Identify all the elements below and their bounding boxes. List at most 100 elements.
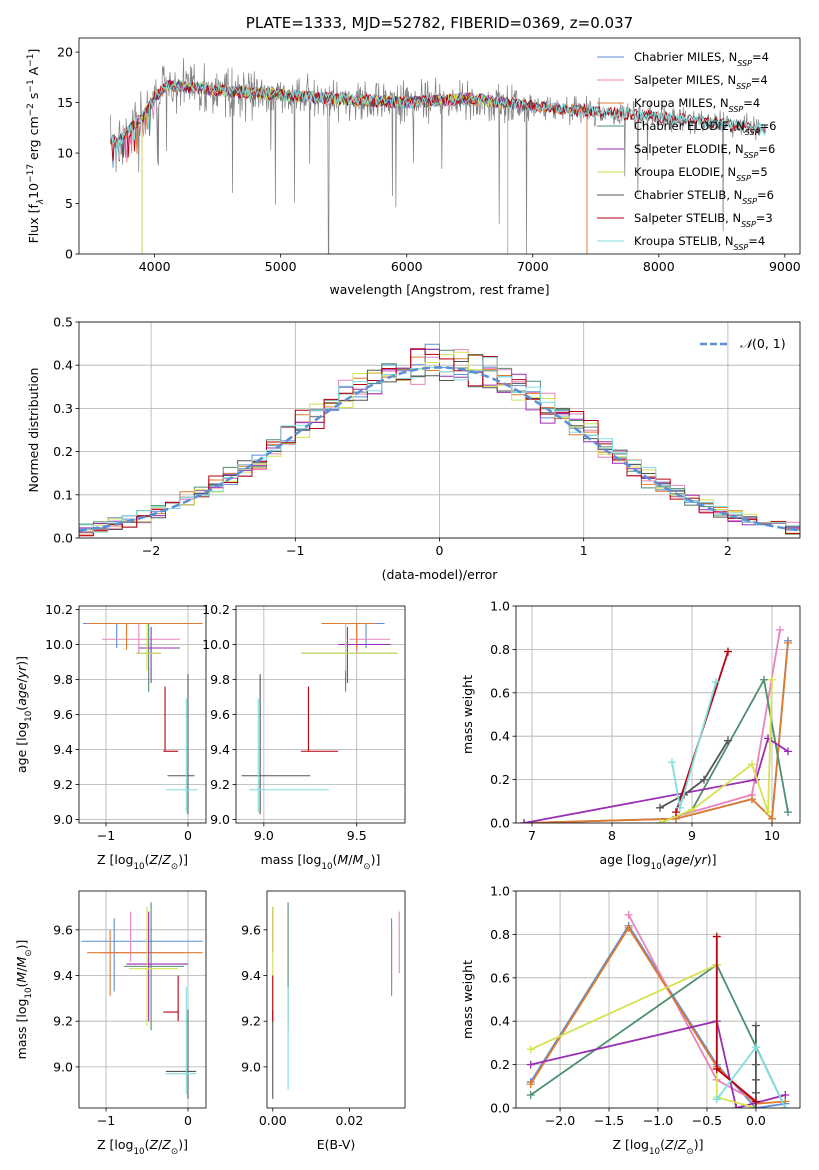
point-marker: [520, 819, 528, 823]
x-tick-label: 0.00: [259, 1113, 287, 1128]
panel-mass-vs-Z: −1 09.09.29.49.6Z [log10(Z/Z⊙)]mass [log1…: [14, 890, 207, 1157]
label-part: 10: [649, 1147, 660, 1157]
legend-entry: Chabrier ELODIE, NSSP=6: [634, 119, 776, 137]
x-axis-label: Z [log10(Z/Z⊙)]: [97, 852, 188, 872]
label-part: −1: [26, 79, 36, 92]
series-salpeter-stelib: [715, 936, 757, 1103]
y-tick-label: 0.6: [490, 970, 510, 985]
point-marker: [668, 758, 676, 767]
y-tick-label: 5: [65, 196, 73, 211]
label-part: ]: [26, 49, 41, 54]
x-tick-label: −1: [97, 1113, 115, 1128]
x-tick-label: 8000: [643, 259, 675, 274]
plot-area: [81, 902, 203, 1099]
model-chabrier-elodie: [141, 79, 509, 254]
legend-text: Kroupa STELIB, N: [634, 234, 734, 248]
label-part: Z [log: [97, 1137, 133, 1152]
axes-frame: [78, 890, 207, 1109]
point-marker: [751, 1097, 760, 1106]
point-marker: [656, 803, 664, 812]
panel-histogram: −2 −1 0 1 2 0.0 0.1 0.2 0.3 0.4 0.5 (data-model)/er…: [26, 315, 801, 582]
point-marker: [724, 736, 732, 745]
label-part: (: [14, 706, 29, 711]
y-tick-label: 0.2: [53, 444, 73, 459]
x-axis-label: wavelength [Angstrom, rest frame]: [329, 282, 549, 297]
y-tick-label: 10: [57, 146, 73, 161]
x-tick-label: 9000: [769, 259, 801, 274]
plot-area: [241, 622, 398, 815]
legend: 𝒩(0, 1): [700, 336, 786, 351]
y-axis-label: mass weight: [460, 675, 475, 754]
axes-frame: [266, 890, 406, 1109]
point-marker: [751, 1075, 760, 1084]
label-part: (: [662, 852, 667, 867]
label-part: M: [14, 957, 29, 968]
legend-text: Salpeter STELIB, N: [634, 211, 741, 225]
legend-entry: Kroupa STELIB, NSSP=4: [634, 234, 765, 252]
y-tick-label: 9.0: [53, 1059, 73, 1074]
label-part: (: [145, 1137, 150, 1152]
y-tick-label: 9.4: [53, 968, 73, 983]
label-part: Z [log: [97, 852, 133, 867]
model-salpeter-stelib: [110, 79, 767, 162]
legend-val: =4: [752, 50, 769, 64]
y-tick-label: 0.2: [490, 1057, 510, 1072]
y-axis-label: mass [log10(M/M⊙)]: [14, 940, 34, 1060]
label-part: Z: [161, 852, 171, 867]
panel-mass-weight-vs-Z: −2.0 −1.5 −1.0 −0.5 0.0 0.0 0.2 0.4 0.6 0.8 1.0 Z […: [460, 884, 801, 1157]
y-tick-label: 9.4: [241, 968, 261, 983]
label-part: /: [158, 852, 163, 867]
legend-sub: SSP: [745, 128, 760, 137]
y-axis-label: Normed distribution: [26, 368, 41, 493]
y-tick-label: 10.2: [202, 602, 230, 617]
legend-entry: Salpeter ELODIE, NSSP=6: [634, 142, 775, 160]
y-axis-label: age [log10(age/yr)]: [14, 656, 34, 773]
label-part: /: [14, 678, 29, 683]
model-salpeter-elodie: [141, 80, 509, 254]
label-part: /: [158, 1137, 163, 1152]
legend-val: =4: [748, 234, 765, 248]
plot-area: [79, 343, 800, 538]
y-tick-label: 0.6: [490, 685, 510, 700]
y-tick-label: 1.0: [490, 884, 510, 899]
label-part: /: [674, 1137, 679, 1152]
y-tick-label: 9.2: [210, 777, 230, 792]
label-part: ⊙: [363, 862, 370, 872]
point-marker: [688, 805, 696, 814]
y-tick-label: 0.4: [53, 358, 73, 373]
label-part: −2: [26, 103, 36, 116]
label-part: −17: [26, 164, 36, 183]
legend-entry: Salpeter STELIB, NSSP=3: [634, 211, 773, 229]
legend-val: =6: [760, 119, 777, 133]
point-marker: [700, 775, 708, 784]
label-part: )]: [178, 852, 188, 867]
legend-sub: SSP: [741, 220, 756, 229]
series-salpeter-elodie: [530, 1020, 786, 1108]
x-tick-label: 7: [528, 828, 536, 843]
point-marker: [624, 910, 633, 919]
model-kroupa-stelib: [110, 79, 767, 160]
point-marker: [784, 638, 792, 647]
label-part: Z: [161, 1137, 171, 1152]
label-part: M: [14, 972, 29, 983]
x-tick-label: −1.5: [594, 1113, 624, 1128]
label-part: )]: [371, 852, 381, 867]
point-marker: [748, 760, 756, 769]
plot-area: [520, 625, 792, 823]
legend-sub: SSP: [729, 105, 744, 114]
point-marker: [784, 808, 792, 817]
label-part: Z [log: [613, 1137, 649, 1152]
x-axis-label: Z [log10(Z/Z⊙)]: [613, 1137, 704, 1157]
x-tick-label: −1.0: [643, 1113, 673, 1128]
panel-age-vs-Z: −1 09.09.29.49.69.810.010.2Z [log10(Z/Z⊙)…: [14, 602, 207, 872]
point-marker: [751, 1043, 760, 1052]
y-tick-label: 10.0: [45, 637, 73, 652]
label-part: ⊙: [171, 862, 178, 872]
point-marker: [764, 808, 772, 817]
y-tick-label: 0.5: [53, 315, 73, 330]
legend-val: =4: [743, 96, 760, 110]
label-part: s: [26, 93, 41, 104]
y-tick-label: 1.0: [490, 599, 510, 614]
point-marker: [656, 819, 664, 823]
